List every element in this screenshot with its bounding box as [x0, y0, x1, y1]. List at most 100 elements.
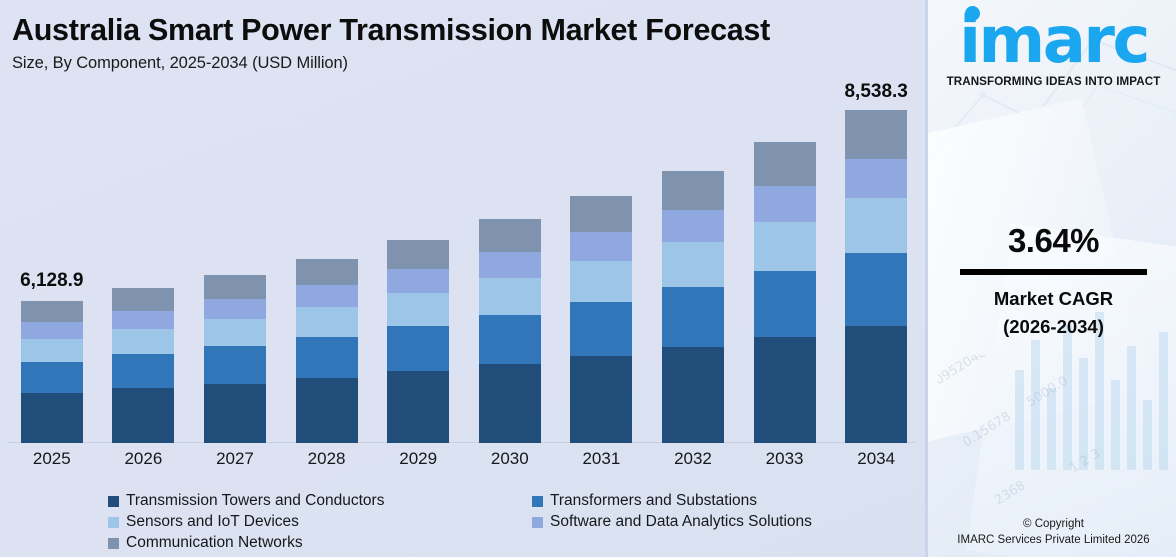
- x-tick-2026: 2026: [124, 449, 163, 468]
- svg-text:0.15678: 0.15678: [960, 409, 1014, 450]
- bar-segment-2034-s4[interactable]: [845, 158, 908, 199]
- bar-segment-2026-s3[interactable]: [112, 328, 175, 355]
- bar-group-2028[interactable]: [281, 95, 373, 443]
- bar-segment-2031-s5[interactable]: [570, 196, 633, 233]
- bar-segment-2031-s1[interactable]: [570, 355, 633, 443]
- bar-segment-2029-s1[interactable]: [387, 370, 450, 443]
- bar-segment-2028-s5[interactable]: [295, 258, 358, 286]
- bar-group-2032[interactable]: [647, 95, 739, 443]
- bar-segment-2027-s4[interactable]: [203, 299, 266, 319]
- bar-group-2029[interactable]: [372, 95, 464, 443]
- bar-segment-2026-s1[interactable]: [112, 388, 175, 443]
- bar-segment-2025-s3[interactable]: [20, 338, 83, 362]
- stacked-bar-2030[interactable]: [478, 219, 541, 443]
- bar-segment-2031-s4[interactable]: [570, 232, 633, 262]
- bar-segment-2033-s4[interactable]: [753, 186, 816, 222]
- x-tick-2028: 2028: [307, 449, 346, 468]
- x-tick-2027: 2027: [216, 449, 254, 468]
- bar-group-2034[interactable]: 8,538.3: [830, 81, 922, 443]
- bar-segment-2033-s5[interactable]: [753, 142, 816, 186]
- bar-segment-2030-s5[interactable]: [478, 219, 541, 252]
- bar-segment-2034-s3[interactable]: [845, 198, 908, 254]
- bar-segment-2030-s2[interactable]: [478, 314, 541, 364]
- bar-segment-2025-s2[interactable]: [20, 361, 83, 394]
- bar-segment-2028-s4[interactable]: [295, 285, 358, 307]
- bar-segment-2027-s5[interactable]: [203, 274, 266, 300]
- bar-segment-2033-s1[interactable]: [753, 336, 816, 443]
- x-tick-2032: 2032: [674, 449, 712, 468]
- bar-segment-2033-s2[interactable]: [753, 271, 816, 337]
- bar-segment-2025-s4[interactable]: [20, 322, 83, 339]
- stacked-bar-2028[interactable]: [295, 258, 358, 443]
- bar-segment-2026-s2[interactable]: [112, 354, 175, 389]
- bar-segment-2030-s4[interactable]: [478, 251, 541, 279]
- x-tick-2033: 2033: [765, 449, 804, 468]
- stacked-bar-2025[interactable]: [20, 299, 83, 443]
- bar-segment-2029-s2[interactable]: [387, 326, 450, 371]
- svg-text:1 2 3: 1 2 3: [1067, 446, 1103, 476]
- bar-segment-2026-s4[interactable]: [112, 310, 175, 329]
- legend-item[interactable]: Communication Networks: [108, 534, 303, 552]
- bar-segment-2029-s3[interactable]: [387, 293, 450, 327]
- copyright-line-1: © Copyright: [1023, 517, 1084, 530]
- bar-segment-2028-s1[interactable]: [295, 377, 358, 443]
- bar-segment-2033-s3[interactable]: [753, 221, 816, 271]
- bar-segment-2032-s5[interactable]: [661, 170, 724, 211]
- legend-item[interactable]: Software and Data Analytics Solutions: [532, 513, 812, 531]
- legend-item[interactable]: Transmission Towers and Conductors: [108, 492, 384, 510]
- bar-segment-2025-s1[interactable]: [20, 393, 83, 443]
- bar-segment-2027-s2[interactable]: [203, 346, 266, 384]
- page-subtitle: Size, By Component, 2025-2034 (USD Milli…: [12, 53, 348, 72]
- bar-segment-2028-s2[interactable]: [295, 336, 358, 378]
- bar-segment-2029-s4[interactable]: [387, 269, 450, 294]
- bar-segment-2032-s3[interactable]: [661, 242, 724, 288]
- bar-value-label-2034: 8,538.3: [844, 81, 908, 102]
- bar-group-2031[interactable]: [556, 95, 648, 443]
- bar-segment-2031-s2[interactable]: [570, 301, 633, 356]
- bar-segment-2030-s1[interactable]: [478, 363, 541, 443]
- bar-segment-2027-s3[interactable]: [203, 318, 266, 347]
- bar-group-2027[interactable]: [189, 95, 281, 443]
- bar-group-2030[interactable]: [464, 95, 556, 443]
- bar-segment-2034-s5[interactable]: [845, 110, 908, 159]
- imarc-dot-icon: [965, 6, 981, 21]
- bar-segment-2030-s3[interactable]: [478, 278, 541, 315]
- stacked-bar-2032[interactable]: [661, 170, 724, 443]
- legend-label: Sensors and IoT Devices: [126, 513, 299, 530]
- stacked-bar-2033[interactable]: [753, 142, 816, 443]
- legend-label: Communication Networks: [126, 534, 303, 551]
- legend-swatch-icon: [108, 537, 119, 549]
- legend-swatch-icon: [532, 495, 543, 507]
- copyright-line-2: IMARC Services Private Limited 2026: [957, 534, 1150, 547]
- stacked-bar-2027[interactable]: [203, 274, 266, 443]
- stacked-bar-2026[interactable]: [112, 288, 175, 443]
- bar-group-2026[interactable]: [98, 95, 190, 443]
- legend-swatch-icon: [108, 495, 119, 507]
- legend-label: Software and Data Analytics Solutions: [550, 513, 812, 530]
- bar-segment-2026-s5[interactable]: [112, 288, 175, 311]
- bar-segment-2025-s5[interactable]: [20, 301, 83, 323]
- title-block: Australia Smart Power Transmission Marke…: [12, 14, 912, 73]
- bar-segment-2032-s1[interactable]: [661, 346, 724, 443]
- x-tick-2031: 2031: [582, 449, 621, 468]
- bar-group-2025[interactable]: 6,128.9: [6, 95, 98, 443]
- legend-item[interactable]: Sensors and IoT Devices: [108, 513, 299, 531]
- stacked-bar-2031[interactable]: [570, 196, 633, 443]
- logo-wordmark: imarc: [959, 4, 1150, 78]
- copyright-block: © Copyright IMARC Services Private Limit…: [928, 516, 1176, 549]
- x-tick-2029: 2029: [399, 449, 438, 468]
- stacked-bar-2029[interactable]: [387, 240, 450, 443]
- bar-segment-2034-s1[interactable]: [845, 325, 908, 443]
- bar-segment-2034-s2[interactable]: [845, 253, 908, 326]
- bar-segment-2027-s1[interactable]: [203, 383, 266, 443]
- bar-segment-2032-s4[interactable]: [661, 210, 724, 243]
- stacked-bar-2034[interactable]: [845, 110, 908, 443]
- bar-segment-2028-s3[interactable]: [295, 306, 358, 337]
- legend-swatch-icon: [108, 516, 119, 528]
- bar-segment-2031-s3[interactable]: [570, 261, 633, 302]
- bar-segment-2032-s2[interactable]: [661, 287, 724, 347]
- bar-group-2033[interactable]: [739, 95, 831, 443]
- bar-segment-2029-s5[interactable]: [387, 240, 450, 270]
- legend-item[interactable]: Transformers and Substations: [532, 492, 757, 510]
